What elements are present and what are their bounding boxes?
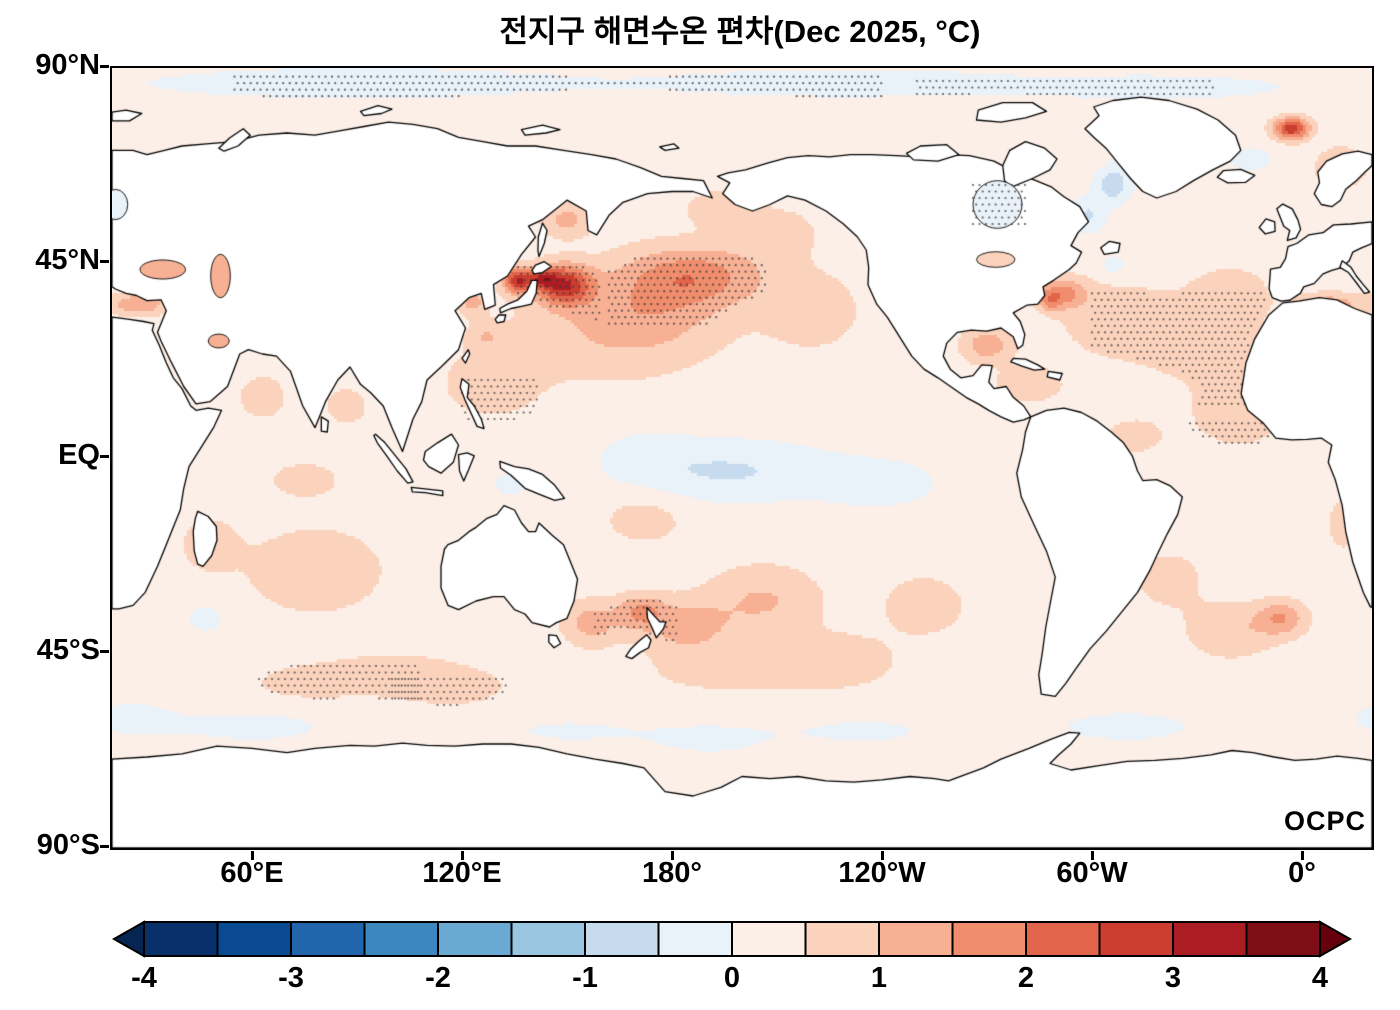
axis-tick	[100, 455, 109, 458]
axis-tick	[1301, 851, 1304, 860]
axis-tick	[100, 845, 109, 848]
colorbar-label: 2	[1017, 962, 1035, 994]
x-tick-label: 60°W	[1056, 857, 1128, 889]
map-canvas	[112, 68, 1372, 848]
x-tick-label: 120°E	[422, 857, 502, 889]
y-tick-label: EQ	[58, 439, 100, 471]
y-tick-label: 45°N	[35, 244, 100, 276]
colorbar-label: 0	[723, 962, 741, 994]
axis-tick	[100, 65, 109, 68]
colorbar-label: 4	[1311, 962, 1329, 994]
colorbar-label: 1	[870, 962, 888, 994]
colorbar	[111, 920, 1353, 960]
axis-tick	[1091, 851, 1094, 860]
colorbar-label: -1	[572, 962, 598, 994]
axis-tick	[671, 851, 674, 860]
y-tick-label: 45°S	[36, 634, 100, 666]
y-tick-label: 90°N	[35, 49, 100, 81]
axis-tick	[461, 851, 464, 860]
axis-tick	[100, 650, 109, 653]
x-tick-label: 0°	[1288, 857, 1316, 889]
colorbar-label: 3	[1164, 962, 1182, 994]
y-tick-label: 90°S	[36, 829, 100, 861]
axis-tick	[251, 851, 254, 860]
colorbar-label: -4	[131, 962, 157, 994]
chart-title: 전지구 해면수온 편차(Dec 2025, °C)	[499, 14, 981, 49]
axis-tick	[100, 260, 109, 263]
x-tick-label: 120°W	[838, 857, 926, 889]
axis-tick	[881, 851, 884, 860]
x-tick-label: 180°	[642, 857, 702, 889]
colorbar-label: -3	[278, 962, 304, 994]
x-tick-label: 60°E	[220, 857, 284, 889]
map-plot	[110, 66, 1374, 850]
watermark-text: OCPC	[1283, 806, 1366, 836]
colorbar-svg	[111, 920, 1353, 958]
colorbar-label: -2	[425, 962, 451, 994]
